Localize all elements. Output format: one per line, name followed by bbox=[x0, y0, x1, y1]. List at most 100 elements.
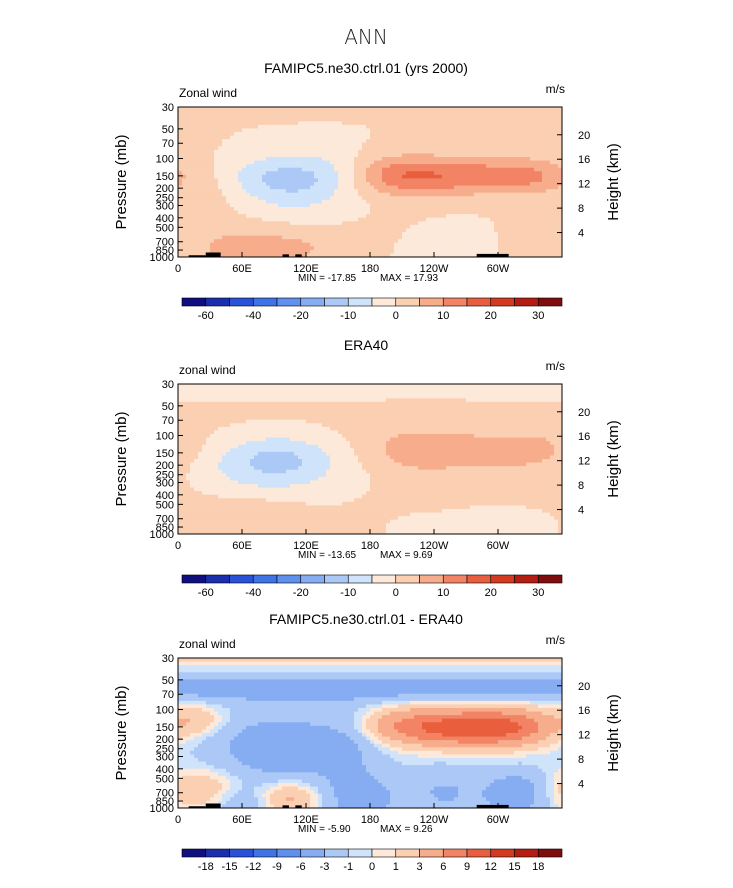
field-cell bbox=[450, 171, 455, 176]
field-cell bbox=[294, 171, 299, 176]
field-cell bbox=[430, 146, 435, 151]
field-cell bbox=[450, 207, 455, 212]
field-cell bbox=[362, 157, 367, 162]
field-cell bbox=[482, 189, 487, 194]
field-cell bbox=[222, 405, 227, 410]
field-cell bbox=[250, 192, 255, 197]
field-cell bbox=[282, 391, 287, 396]
field-cell bbox=[430, 391, 435, 396]
field-cell bbox=[366, 182, 371, 187]
pressure-tick-label: 50 bbox=[162, 124, 174, 136]
field-cell bbox=[518, 398, 523, 403]
field-cell bbox=[514, 164, 519, 169]
field-cell bbox=[214, 142, 219, 147]
field-cell bbox=[366, 146, 371, 151]
field-cell bbox=[254, 146, 259, 151]
field-cell bbox=[354, 124, 359, 130]
field-cell bbox=[262, 246, 267, 251]
field-cell bbox=[254, 149, 259, 155]
field-cell bbox=[310, 235, 315, 240]
field-cell bbox=[266, 149, 271, 155]
field-cell bbox=[414, 189, 419, 194]
field-cell bbox=[414, 412, 419, 417]
field-cell bbox=[358, 157, 363, 162]
field-cell bbox=[538, 135, 543, 140]
field-cell bbox=[514, 253, 519, 257]
field-cell bbox=[478, 391, 483, 396]
field-cell bbox=[514, 203, 519, 208]
field-cell bbox=[526, 139, 531, 144]
field-cell bbox=[242, 246, 247, 251]
field-cell bbox=[294, 182, 299, 187]
field-cell bbox=[434, 239, 439, 244]
field-cell bbox=[246, 405, 251, 410]
field-cell bbox=[550, 228, 555, 233]
field-cell bbox=[542, 171, 547, 176]
field-cell bbox=[246, 189, 251, 194]
field-cell bbox=[518, 128, 523, 133]
field-cell bbox=[498, 117, 503, 122]
field-cell bbox=[282, 132, 287, 137]
field-cell bbox=[402, 149, 407, 155]
field-cell bbox=[502, 232, 507, 237]
field-cell bbox=[250, 412, 255, 417]
field-cell bbox=[390, 246, 395, 251]
field-cell bbox=[286, 228, 291, 233]
field-cell bbox=[454, 149, 459, 155]
field-cell bbox=[250, 207, 255, 212]
field-cell bbox=[266, 196, 271, 201]
field-cell bbox=[434, 235, 439, 240]
field-cell bbox=[266, 107, 271, 112]
field-cell bbox=[286, 117, 291, 122]
field-cell bbox=[406, 110, 411, 115]
field-cell bbox=[422, 387, 427, 392]
field-cell bbox=[522, 235, 527, 240]
field-cell bbox=[210, 117, 215, 122]
field-cell bbox=[254, 174, 259, 180]
field-cell bbox=[310, 398, 315, 403]
field-cell bbox=[342, 189, 347, 194]
field-cell bbox=[194, 246, 199, 251]
field-cell bbox=[282, 401, 287, 407]
field-cell bbox=[218, 117, 223, 122]
field-cell bbox=[210, 210, 215, 215]
field-cell bbox=[222, 192, 227, 197]
field-cell bbox=[230, 224, 235, 230]
field-cell bbox=[490, 199, 495, 205]
field-cell bbox=[238, 121, 243, 126]
field-cell bbox=[422, 128, 427, 133]
field-cell bbox=[198, 387, 203, 392]
field-cell bbox=[410, 253, 415, 257]
colorbar-box bbox=[205, 297, 230, 307]
field-cell bbox=[342, 117, 347, 122]
field-cell bbox=[554, 128, 559, 133]
field-cell bbox=[334, 398, 339, 403]
field-cell bbox=[198, 142, 203, 147]
field-cell bbox=[342, 207, 347, 212]
field-cell bbox=[370, 249, 375, 255]
field-cell bbox=[230, 401, 235, 407]
field-cell bbox=[378, 128, 383, 133]
field-cell bbox=[238, 253, 243, 257]
field-cell bbox=[270, 135, 275, 140]
field-cell bbox=[206, 167, 211, 172]
field-cell bbox=[302, 217, 307, 222]
field-cell bbox=[182, 394, 187, 399]
field-cell bbox=[322, 178, 327, 183]
field-cell bbox=[274, 221, 279, 226]
field-cell bbox=[230, 132, 235, 137]
field-cell bbox=[518, 224, 523, 230]
field-cell bbox=[218, 185, 223, 190]
field-cell bbox=[526, 157, 531, 162]
field-cell bbox=[178, 121, 183, 126]
field-cell bbox=[222, 171, 227, 176]
field-cell bbox=[346, 412, 351, 417]
field-cell bbox=[418, 164, 423, 169]
field-cell bbox=[438, 142, 443, 147]
field-cell bbox=[370, 214, 375, 219]
field-cell bbox=[218, 139, 223, 144]
field-cell bbox=[294, 192, 299, 197]
field-cell bbox=[178, 107, 183, 112]
field-cell bbox=[302, 203, 307, 208]
field-cell bbox=[294, 132, 299, 137]
